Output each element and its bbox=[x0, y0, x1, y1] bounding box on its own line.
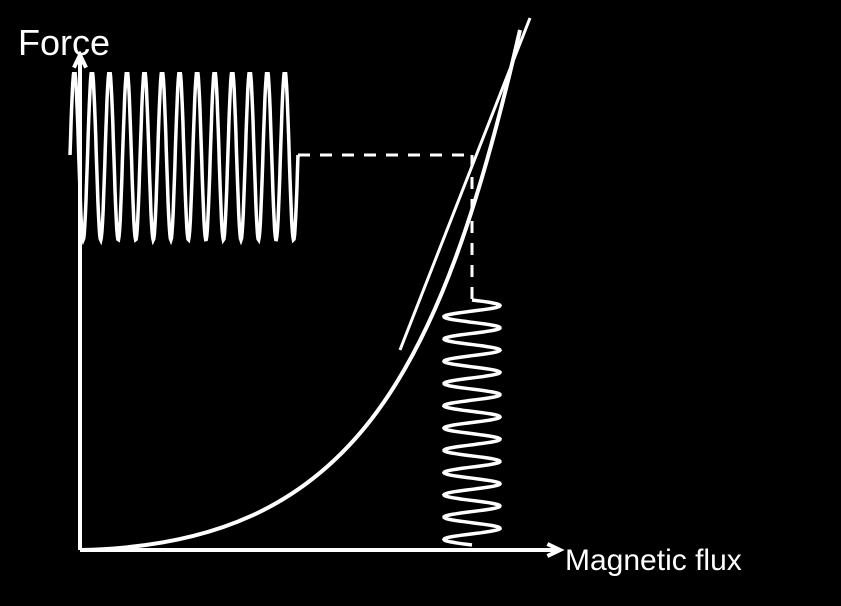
tangent-line bbox=[400, 18, 530, 350]
y-axis bbox=[74, 55, 86, 550]
force-oscillation-wave bbox=[70, 70, 298, 240]
flux-oscillation-wave bbox=[444, 300, 500, 545]
y-axis-label: Force bbox=[18, 22, 110, 63]
x-axis-label: Magnetic flux bbox=[565, 544, 742, 577]
force-flux-diagram: Force Magnetic flux bbox=[0, 0, 841, 606]
